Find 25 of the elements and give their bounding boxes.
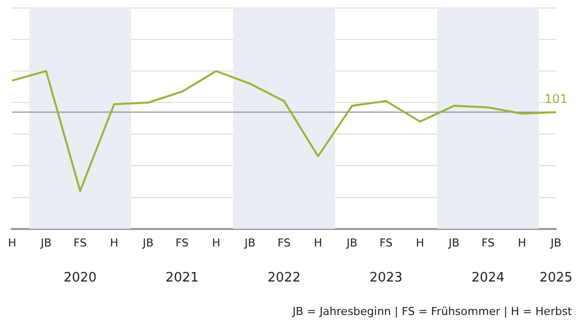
- text: 2021: [166, 270, 199, 286]
- x-tick-label: H: [518, 236, 526, 250]
- x-tick-label: H: [212, 236, 220, 250]
- text: 2020: [64, 270, 97, 286]
- text: 2023: [369, 270, 403, 286]
- x-tick-label: H: [416, 236, 424, 250]
- text: 2022: [268, 270, 301, 286]
- x-tick-label: FS: [74, 236, 87, 250]
- x-tick-label: JB: [244, 236, 256, 250]
- x-tick-label: FS: [379, 236, 393, 250]
- x-tick-label: JB: [448, 236, 460, 250]
- x-tick-label: FS: [278, 236, 291, 250]
- annotation: 101: [544, 92, 568, 106]
- text: JB = Jahresbeginn | FS = Frühsommer | H = Herbst: [292, 304, 573, 318]
- text: 2025: [539, 270, 573, 286]
- x-tick-label: H: [8, 236, 16, 250]
- x-tick-label: FS: [481, 236, 495, 250]
- x-tick-label: JB: [346, 236, 358, 250]
- x-tick-label: JB: [142, 236, 154, 250]
- x-tick-label: JB: [40, 236, 52, 250]
- x-tick-label: H: [110, 236, 118, 250]
- x-tick-label: H: [314, 236, 322, 250]
- x-tick-label: FS: [176, 236, 189, 250]
- text: 2024: [471, 270, 505, 286]
- x-tick-label: JB: [550, 236, 562, 250]
